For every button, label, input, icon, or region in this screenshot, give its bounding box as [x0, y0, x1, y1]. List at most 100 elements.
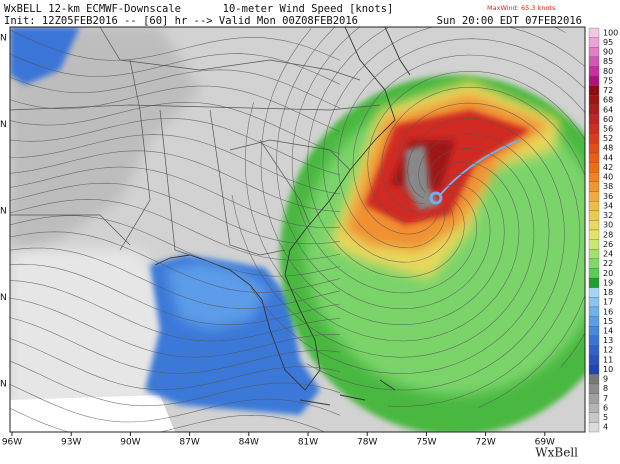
colorbar-label: 6: [603, 403, 608, 412]
colorbar-cell: [588, 85, 600, 96]
colorbar-cell: [588, 47, 600, 58]
colorbar-label: 72: [603, 86, 613, 95]
colorbar-cell: [588, 143, 600, 154]
local-time: Sun 20:00 EDT 07FEB2016: [437, 15, 582, 27]
colorbar-cell: [588, 277, 600, 288]
streamline: [10, 408, 326, 432]
colorbar-cell: [588, 75, 600, 86]
colorbar-cell: [588, 383, 600, 394]
streamline: [352, 54, 585, 235]
streamline: [10, 297, 341, 358]
colorbar-label: 75: [603, 76, 613, 85]
colorbar: 1009590858075726864605652484442403836343…: [588, 27, 618, 433]
colorbar-cell: [588, 268, 600, 279]
streamline: [10, 360, 341, 407]
colorbar-label: 30: [603, 221, 613, 230]
colorbar-label: 34: [603, 201, 613, 210]
streamline: [10, 231, 341, 293]
colorbar-cell: [588, 95, 600, 106]
colorbar-cell: [588, 220, 600, 231]
no-data-area: [10, 395, 175, 432]
lon-label: 69W: [535, 438, 555, 448]
streamline: [260, 28, 505, 325]
lat-label: N: [0, 380, 7, 390]
colorbar-label: 5: [603, 413, 608, 422]
streamline: [10, 69, 341, 109]
colorbar-label: 22: [603, 259, 613, 268]
colorbar-label: 20: [603, 269, 613, 278]
storm-eye: [429, 191, 443, 205]
init-valid-time: Init: 12Z05FEB2016 -- [60] hr --> Valid …: [4, 15, 358, 27]
colorbar-label: 10: [603, 365, 613, 374]
colorbar-cell: [588, 335, 600, 346]
colorbar-label: 19: [603, 278, 613, 287]
colorbar-label: 13: [603, 336, 613, 345]
colorbar-label: 14: [603, 327, 613, 336]
streamline: [337, 38, 585, 249]
colorbar-label: 80: [603, 67, 613, 76]
colorbar-cell: [588, 354, 600, 365]
colorbar-label: 12: [603, 346, 613, 355]
latitude-axis: N N N N N: [0, 34, 7, 390]
streamline: [10, 101, 341, 155]
gulf-wind-light: [165, 262, 270, 330]
streamline: [307, 27, 566, 278]
model-title: WxBELL 12-km ECMWF-Downscale: [4, 3, 181, 15]
colorbar-cell: [588, 229, 600, 240]
streamline: [10, 150, 341, 212]
colorbar-label: 90: [603, 48, 613, 57]
lat-label: N: [0, 207, 7, 217]
colorbar-label: 8: [603, 384, 608, 393]
colorbar-cell: [588, 374, 600, 385]
colorbar-cell: [588, 239, 600, 250]
colorbar-label: 44: [603, 153, 613, 162]
colorbar-label: 40: [603, 173, 613, 182]
colorbar-cell: [588, 37, 600, 48]
colorbar-label: 17: [603, 298, 613, 307]
field-title: 10-meter Wind Speed [knots]: [223, 3, 394, 15]
colorbar-cell: [588, 56, 600, 67]
colorbar-cell: [588, 114, 600, 125]
max-wind: MaxWind: 65.3 knots: [487, 4, 556, 12]
colorbar-cell: [588, 27, 600, 38]
lon-label: 90W: [120, 438, 140, 448]
lat-label: N: [0, 120, 7, 130]
streamline: [367, 71, 585, 368]
lon-label: 81W: [298, 438, 318, 448]
colorbar-cell: [588, 297, 600, 308]
colorbar-label: 95: [603, 38, 613, 47]
colorbar-label: 48: [603, 144, 613, 153]
northwest-wind: [10, 27, 80, 85]
streamline: [291, 27, 478, 294]
streamline: [10, 215, 341, 277]
streamline: [10, 29, 341, 61]
colorbar-cell: [588, 191, 600, 202]
streamline: [10, 199, 341, 261]
colorbar-label: 36: [603, 192, 613, 201]
colorbar-cell: [588, 152, 600, 163]
colorbar-label: 15: [603, 317, 613, 326]
colorbar-cell: [588, 316, 600, 327]
lon-label: 87W: [179, 438, 199, 448]
lon-label: 75W: [416, 438, 436, 448]
colorbar-cell: [588, 364, 600, 375]
streamline: [250, 133, 550, 374]
streamline: [322, 27, 585, 263]
colorbar-label: 60: [603, 115, 613, 124]
colorbar-cell: [588, 422, 600, 433]
streamline: [10, 118, 341, 176]
colorbar-label: 64: [603, 105, 613, 114]
lon-label: 72W: [475, 438, 495, 448]
coastline: [154, 27, 411, 406]
lon-label: 78W: [357, 438, 377, 448]
lon-label: 93W: [61, 438, 81, 448]
colorbar-label: 16: [603, 307, 613, 316]
colorbar-cell: [588, 345, 600, 356]
lon-label: 84W: [239, 438, 259, 448]
streamline: [10, 85, 341, 132]
map-frame: [9, 26, 586, 433]
colorbar-label: 38: [603, 182, 613, 191]
colorbar-cell: [588, 162, 600, 173]
colorbar-label: 24: [603, 250, 613, 259]
